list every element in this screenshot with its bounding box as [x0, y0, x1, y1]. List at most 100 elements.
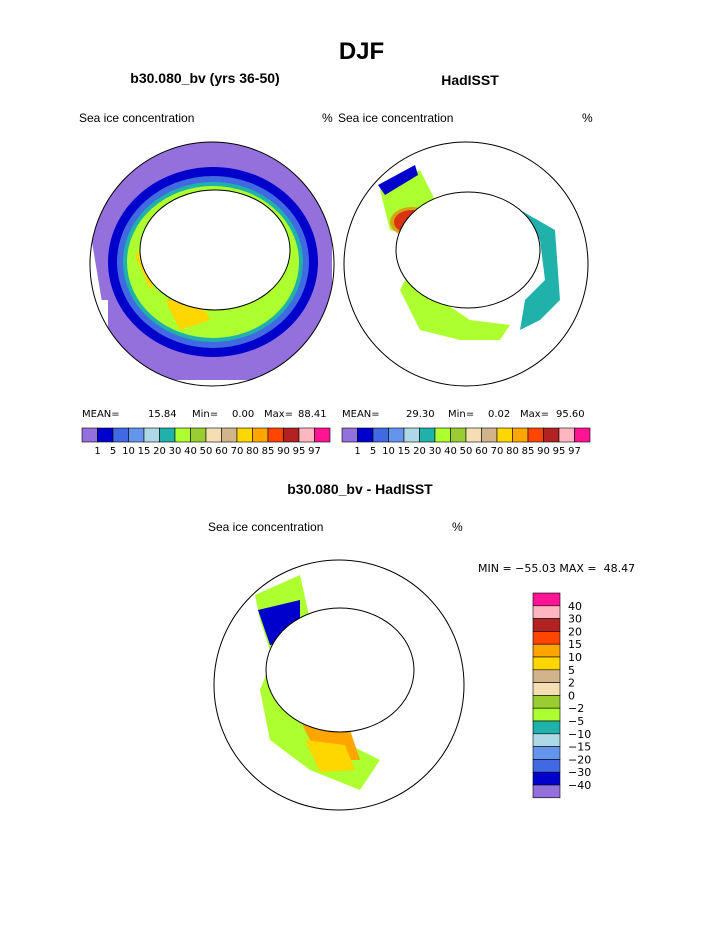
panel1-legend-tick-label: 5	[110, 446, 116, 457]
panel1-legend-swatch	[143, 427, 160, 443]
panel2-legend-tick-label: 5	[370, 446, 376, 457]
panel3-legend-swatch	[532, 733, 561, 747]
panel2-legend-swatch	[543, 427, 560, 443]
panel1-antarctica	[139, 189, 291, 311]
panel2-legend-swatch	[403, 427, 420, 443]
panel2-mean-label: MEAN=	[342, 409, 380, 420]
panel1-legend-swatch	[128, 427, 145, 443]
panel2-legend-tick-label: 20	[413, 446, 426, 457]
panel2-min-label: Min=	[448, 409, 475, 420]
panel2-antarctica	[395, 191, 541, 309]
panel2-legend-swatch	[450, 427, 467, 443]
panel2-legend-tick-label: 40	[444, 446, 457, 457]
panel2-legend-swatch	[434, 427, 451, 443]
panel3-legend-tick-label: −5	[568, 715, 584, 728]
panel1-mean-value: 15.84	[148, 409, 177, 420]
panel3-legend-swatch	[532, 746, 561, 760]
panel1-legend-tick-label: 60	[215, 446, 228, 457]
panel2-legend-swatch	[512, 427, 529, 443]
panel2-ice-west-blue	[378, 165, 418, 195]
panel2-max-value: 95.60	[556, 409, 585, 420]
panel1-map	[90, 142, 334, 386]
panel3-legend-swatch	[532, 592, 561, 607]
panel2-legend-tick-label: 85	[522, 446, 535, 457]
panel1-max-value: 88.41	[298, 409, 327, 420]
panel1-legend-swatch	[205, 427, 222, 443]
panel2-legend-tick-label: 50	[460, 446, 473, 457]
panel1-left-label: Sea ice concentration	[79, 111, 195, 125]
panel3-legend-tick-label: 40	[568, 600, 582, 613]
panel1-legend-tick-label: 10	[122, 446, 135, 457]
panel3-antarctica	[265, 607, 415, 733]
panel2-east-fringe	[520, 210, 560, 330]
panel2-legend-swatch	[388, 427, 405, 443]
panel2-legend-tick-label: 97	[568, 446, 581, 457]
panel3-legend-tick-label: 10	[568, 651, 582, 664]
panel3-legend-tick-label: −15	[568, 741, 591, 754]
panel2-legend-swatch	[496, 427, 513, 443]
panel1-max-label: Max=	[264, 409, 294, 420]
panel2-legend-swatch	[357, 427, 374, 443]
panel2-left-label: Sea ice concentration	[338, 111, 454, 125]
panel2-legend-swatch	[341, 427, 358, 443]
panel3-legend-swatch	[532, 759, 561, 773]
panel3-legend-tick-label: −20	[568, 753, 591, 766]
panel1-legend-tick-label: 80	[246, 446, 259, 457]
panel1-legend-tick-label: 30	[169, 446, 182, 457]
panel1-legend-swatch	[236, 427, 253, 443]
panel1-legend-swatch	[252, 427, 269, 443]
panel2-legend-swatch	[574, 427, 591, 443]
panel1-legend-bar: 1 5 10 15 20 30 40 50 60 70 80 85 90 95 97	[81, 427, 331, 457]
panel3-legend-tick-label: −10	[568, 728, 591, 741]
page-title: DJF	[338, 38, 385, 65]
panel3-stats: MIN = −55.03 MAX = 48.47	[478, 562, 636, 575]
panel1-legend-tick-label: 40	[184, 446, 197, 457]
panel1-frame	[89, 141, 335, 387]
panel3-legend-tick-label: 5	[568, 664, 575, 677]
panel3-legend-swatch	[532, 707, 561, 722]
panel1-legend-tick-label: 85	[262, 446, 275, 457]
panel2-legend-tick-label: 15	[398, 446, 411, 457]
panel2-legend-tick-label: 60	[475, 446, 488, 457]
panel3-right-label: %	[452, 520, 463, 534]
panel3-legend-tick-label: 20	[568, 625, 582, 638]
panel3-legend-swatch	[532, 605, 561, 619]
panel1-legend-swatch	[283, 427, 300, 443]
panel3-legend-swatch	[532, 784, 561, 799]
panel1-min-label: Min=	[192, 409, 219, 420]
panel1-legend-swatch	[97, 427, 114, 443]
panel1-legend-tick-label: 70	[231, 446, 244, 457]
panel3-legend-tick-label: 2	[568, 677, 575, 690]
panel1-legend-tick-label: 20	[153, 446, 166, 457]
panel2-legend-swatch	[372, 427, 389, 443]
panel3-legend-swatch	[532, 695, 561, 709]
panel3-legend-swatch	[532, 682, 561, 696]
panel2-legend-tick-label: 90	[537, 446, 550, 457]
panel1-legend-swatch	[267, 427, 284, 443]
panel2-title: HadISST	[441, 72, 499, 88]
panel3-map	[214, 560, 464, 810]
panel1-legend-tick-label: 50	[200, 446, 213, 457]
panel1-legend-tick-label: 90	[277, 446, 290, 457]
panel3-legend-swatch	[532, 618, 561, 632]
panel2-legend-tick-label: 30	[429, 446, 442, 457]
panel3-legend-tick-label: 30	[568, 613, 582, 626]
panel2-legend-bar: 1 5 10 15 20 30 40 50 60 70 80 85 90 95 97	[341, 427, 591, 457]
panel3-legend-swatch	[532, 656, 561, 671]
panel2-legend-swatch	[419, 427, 436, 443]
panel1-min-value: 0.00	[232, 409, 255, 420]
panel1-legend-swatch	[314, 427, 331, 443]
panel2-legend-tick-label: 1	[354, 446, 360, 457]
panel1-legend-tick-label: 15	[138, 446, 151, 457]
panel2-frame	[343, 141, 589, 387]
panel3-legend-tick-label: −40	[568, 779, 591, 792]
panel2-map	[344, 142, 588, 386]
panel1-right-label: %	[322, 111, 333, 125]
panel1-title: b30.080_bv (yrs 36-50)	[130, 70, 280, 86]
panel3-legend-tick-label: 0	[568, 689, 575, 702]
panel1-legend-swatch	[174, 427, 191, 443]
panel1-legend-tick-label: 95	[293, 446, 306, 457]
panel3-legend-tick-label: −30	[568, 766, 591, 779]
panel1-legend-tick-label: 97	[308, 446, 321, 457]
